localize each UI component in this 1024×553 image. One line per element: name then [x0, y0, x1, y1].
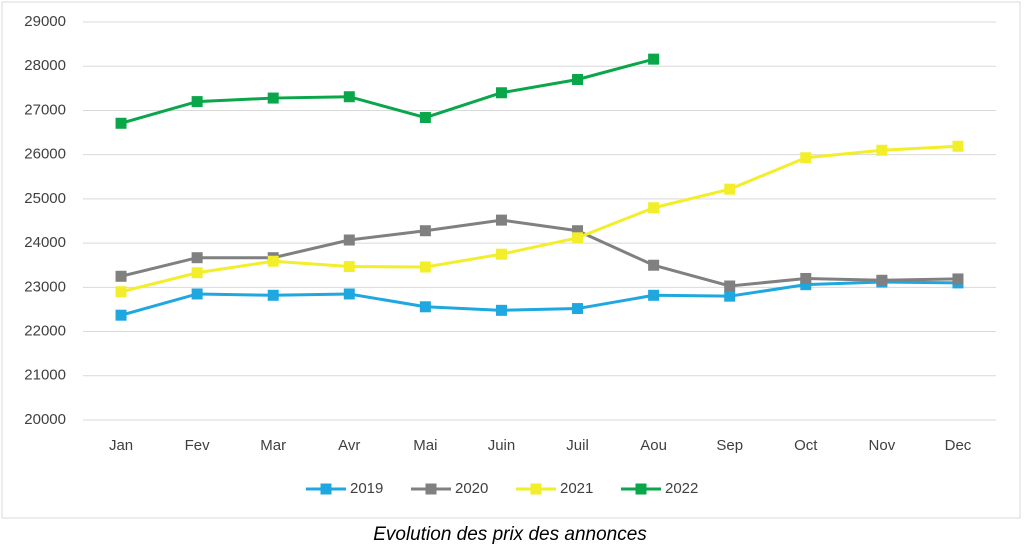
- data-point: [115, 117, 127, 129]
- data-point: [724, 280, 736, 292]
- x-tick-label: Nov: [869, 437, 896, 454]
- data-point: [267, 255, 279, 267]
- data-point: [876, 144, 888, 156]
- legend-marker: [425, 483, 437, 495]
- data-point: [343, 234, 355, 246]
- data-point: [800, 279, 812, 291]
- data-point: [572, 73, 584, 85]
- x-tick-label: Sep: [716, 437, 743, 454]
- data-point: [800, 272, 812, 284]
- data-point: [648, 289, 660, 301]
- chart-frame: [1, 1, 1021, 519]
- x-tick-label: Avr: [338, 437, 360, 454]
- y-tick-label: 27000: [24, 101, 66, 118]
- x-tick-label: Juil: [566, 437, 589, 454]
- y-tick-label: 21000: [24, 367, 66, 384]
- x-tick-label: Mai: [413, 437, 437, 454]
- data-point: [495, 248, 507, 260]
- y-tick-label: 20000: [24, 411, 66, 428]
- data-point: [952, 140, 964, 152]
- data-point: [572, 303, 584, 315]
- data-point: [724, 290, 736, 302]
- x-tick-label: Dec: [945, 437, 972, 454]
- x-tick-label: Fev: [185, 437, 211, 454]
- data-point: [191, 288, 203, 300]
- data-point: [724, 183, 736, 195]
- series-line: [120, 280, 958, 317]
- data-point: [267, 289, 279, 301]
- x-tick-label: Mar: [260, 437, 286, 454]
- data-point: [267, 92, 279, 104]
- series-line: [120, 57, 655, 125]
- y-tick-label: 24000: [24, 234, 66, 251]
- legend-label: 2020: [455, 480, 488, 497]
- data-point: [648, 259, 660, 271]
- data-point: [419, 261, 431, 273]
- legend-marker: [635, 483, 647, 495]
- data-point: [115, 286, 127, 298]
- data-point: [648, 53, 660, 65]
- data-point: [419, 225, 431, 237]
- data-point: [191, 96, 203, 108]
- data-point: [495, 214, 507, 226]
- legend-marker: [530, 483, 542, 495]
- y-tick-label: 25000: [24, 190, 66, 207]
- data-point: [572, 225, 584, 237]
- data-point: [343, 91, 355, 103]
- legend-label: 2022: [665, 480, 698, 497]
- data-point: [495, 87, 507, 99]
- data-point: [115, 309, 127, 321]
- data-point: [648, 202, 660, 214]
- caption: Evolution des prix des annonces: [373, 524, 647, 545]
- data-point: [572, 232, 584, 244]
- data-point: [419, 301, 431, 313]
- x-tick-label: Jan: [109, 437, 133, 454]
- data-point: [343, 288, 355, 300]
- data-point: [800, 152, 812, 164]
- y-tick-label: 22000: [24, 323, 66, 340]
- series-line: [120, 144, 959, 294]
- series-line: [120, 218, 958, 288]
- y-tick-label: 26000: [24, 146, 66, 163]
- legend-label: 2019: [350, 480, 383, 497]
- data-point: [495, 304, 507, 316]
- data-point: [952, 273, 964, 285]
- data-point: [343, 261, 355, 273]
- data-point: [876, 274, 888, 286]
- y-tick-label: 23000: [24, 278, 66, 295]
- data-point: [419, 112, 431, 124]
- data-point: [115, 270, 127, 282]
- x-tick-label: Aou: [640, 437, 667, 454]
- y-tick-label: 29000: [24, 13, 66, 30]
- x-tick-label: Juin: [488, 437, 516, 454]
- legend-label: 2021: [560, 480, 593, 497]
- data-point: [191, 252, 203, 264]
- y-tick-label: 28000: [24, 57, 66, 74]
- data-point: [191, 267, 203, 279]
- legend-marker: [320, 483, 332, 495]
- x-tick-label: Oct: [794, 437, 818, 454]
